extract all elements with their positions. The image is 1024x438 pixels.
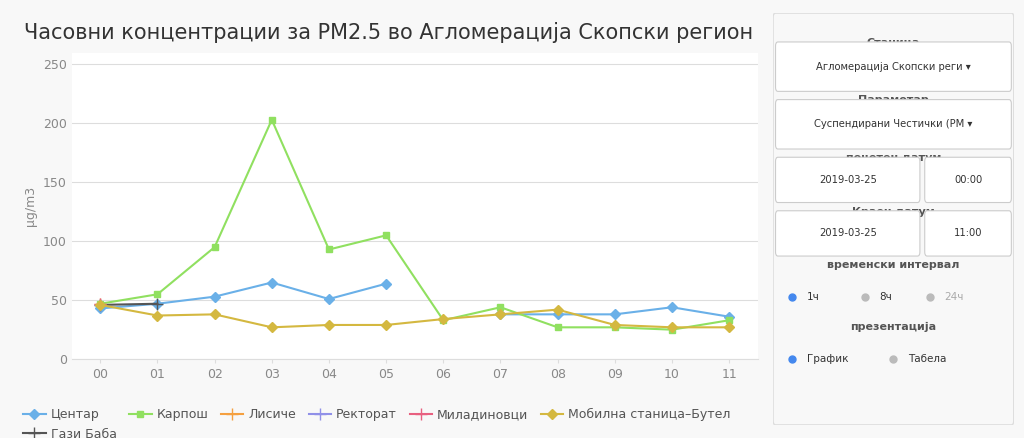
Карпош	[380, 233, 392, 238]
Text: временски интервал: временски интервал	[827, 260, 959, 270]
Text: Агломерација Скопски реги ▾: Агломерација Скопски реги ▾	[816, 62, 971, 72]
Карпош	[437, 318, 450, 323]
Карпош	[323, 247, 335, 252]
Карпош	[209, 244, 221, 250]
Мобилна станица–Бутел	[723, 325, 735, 330]
Line: Гази Баба: Гази Баба	[94, 298, 163, 311]
Центар	[265, 280, 278, 285]
Line: Мобилна станица–Бутел: Мобилна станица–Бутел	[97, 301, 732, 331]
Мобилна станица–Бутел	[94, 302, 106, 307]
Центар	[323, 297, 335, 302]
Y-axis label: μg/m3: μg/m3	[25, 186, 38, 226]
Карпош	[608, 325, 621, 330]
Мобилна станица–Бутел	[323, 322, 335, 328]
Text: Станица: Станица	[866, 38, 921, 48]
Мобилна станица–Бутел	[209, 312, 221, 317]
Text: Параметар: Параметар	[858, 95, 929, 106]
Text: 1ч: 1ч	[807, 292, 819, 302]
Мобилна станица–Бутел	[552, 307, 564, 312]
Гази Баба	[94, 302, 106, 307]
Text: 11:00: 11:00	[953, 228, 982, 238]
Text: почетен датум: почетен датум	[846, 153, 941, 163]
Text: 24ч: 24ч	[944, 292, 964, 302]
Центар	[94, 306, 106, 311]
Карпош	[666, 327, 678, 332]
Text: Табела: Табела	[908, 354, 946, 364]
Гази Баба	[152, 301, 164, 306]
FancyBboxPatch shape	[775, 42, 1012, 92]
Text: 00:00: 00:00	[954, 175, 982, 185]
Text: Суспендирани Честички (PM ▾: Суспендирани Честички (PM ▾	[814, 119, 973, 129]
Мобилна станица–Бутел	[608, 322, 621, 328]
FancyBboxPatch shape	[775, 99, 1012, 149]
Мобилна станица–Бутел	[666, 325, 678, 330]
Мобилна станица–Бутел	[265, 325, 278, 330]
Text: 2019-03-25: 2019-03-25	[819, 175, 877, 185]
Legend: Центар, Гази Баба, Карпош, Лисиче, Ректорат, Миладиновци, Мобилна станица–Бутел: Центар, Гази Баба, Карпош, Лисиче, Ректо…	[24, 408, 731, 438]
Мобилна станица–Бутел	[152, 313, 164, 318]
Мобилна станица–Бутел	[437, 316, 450, 321]
Text: 2019-03-25: 2019-03-25	[819, 228, 877, 238]
Карпош	[152, 292, 164, 297]
Карпош	[723, 318, 735, 323]
Text: Краен датум: Краен датум	[852, 207, 935, 217]
Text: Часовни концентрации за PM2.5 во Агломерација Скопски регион: Часовни концентрации за PM2.5 во Агломер…	[24, 21, 753, 42]
Мобилна станица–Бутел	[495, 312, 507, 317]
Мобилна станица–Бутел	[380, 322, 392, 328]
Line: Карпош: Карпош	[97, 117, 732, 333]
Text: презентација: презентација	[850, 322, 937, 332]
Line: Центар: Центар	[97, 279, 389, 312]
Карпош	[94, 301, 106, 306]
Карпош	[265, 117, 278, 122]
Карпош	[495, 305, 507, 310]
Карпош	[552, 325, 564, 330]
Центар	[209, 294, 221, 299]
Центар	[380, 281, 392, 286]
Text: График: График	[807, 354, 848, 364]
FancyBboxPatch shape	[925, 157, 1012, 202]
Text: 8ч: 8ч	[879, 292, 892, 302]
Центар	[152, 301, 164, 306]
FancyBboxPatch shape	[775, 211, 920, 256]
FancyBboxPatch shape	[775, 157, 920, 202]
FancyBboxPatch shape	[925, 211, 1012, 256]
